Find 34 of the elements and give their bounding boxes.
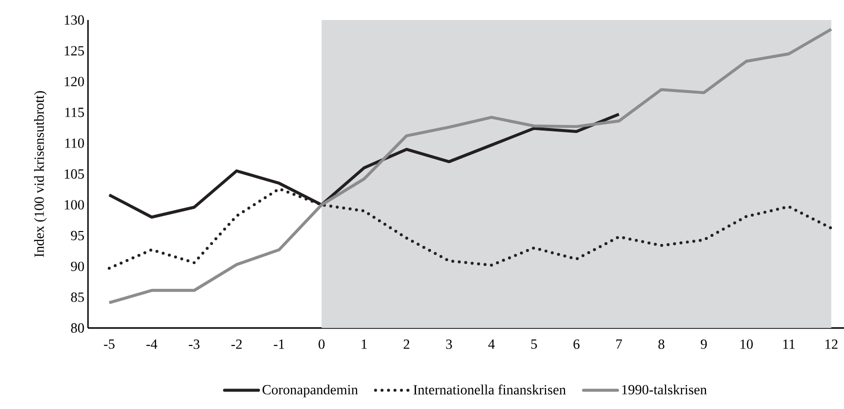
x-tick-label: 12: [826, 340, 838, 349]
x-tick-label: 4: [488, 340, 495, 349]
legend-label: 1990-talskrisen: [622, 384, 707, 394]
y-tick-label: 90: [70, 262, 84, 272]
x-tick-label: 3: [446, 340, 452, 349]
y-tick-label: 100: [64, 200, 84, 210]
y-tick-label: 130: [64, 15, 84, 25]
x-tick-label: 11: [783, 340, 795, 349]
y-axis-title: Index (100 vid krisensutbrott): [34, 91, 47, 257]
x-tick-label: 5: [531, 340, 537, 349]
y-tick-label: 125: [64, 46, 84, 56]
x-tick-label: 1: [362, 340, 367, 349]
x-tick-label: 0: [318, 340, 325, 349]
y-tick-label: 85: [71, 292, 84, 302]
x-tick-label: 9: [700, 340, 707, 349]
x-tick-label: 10: [740, 340, 753, 349]
y-tick-label: 105: [64, 169, 84, 179]
x-tick-label: -1: [274, 340, 284, 349]
y-tick-label: 80: [71, 323, 84, 333]
legend-label: Coronapandemin: [262, 384, 358, 398]
y-tick-label: 110: [65, 138, 84, 148]
x-tick-label: 6: [574, 340, 580, 349]
x-tick-label: 2: [404, 340, 410, 349]
y-tick-label: 95: [70, 230, 84, 240]
x-tick-label: -3: [188, 340, 200, 349]
x-tick-label: 7: [616, 340, 622, 349]
y-tick-label: 120: [64, 76, 84, 86]
line-series: [108, 28, 833, 304]
legend-label: Internationella finanskrisen: [414, 384, 566, 395]
y-tick-label: 115: [65, 108, 84, 118]
x-tick-label: -4: [146, 340, 158, 349]
x-tick-label: 8: [658, 340, 664, 349]
x-tick-label: -5: [104, 340, 115, 349]
x-tick-label: -2: [231, 340, 242, 349]
